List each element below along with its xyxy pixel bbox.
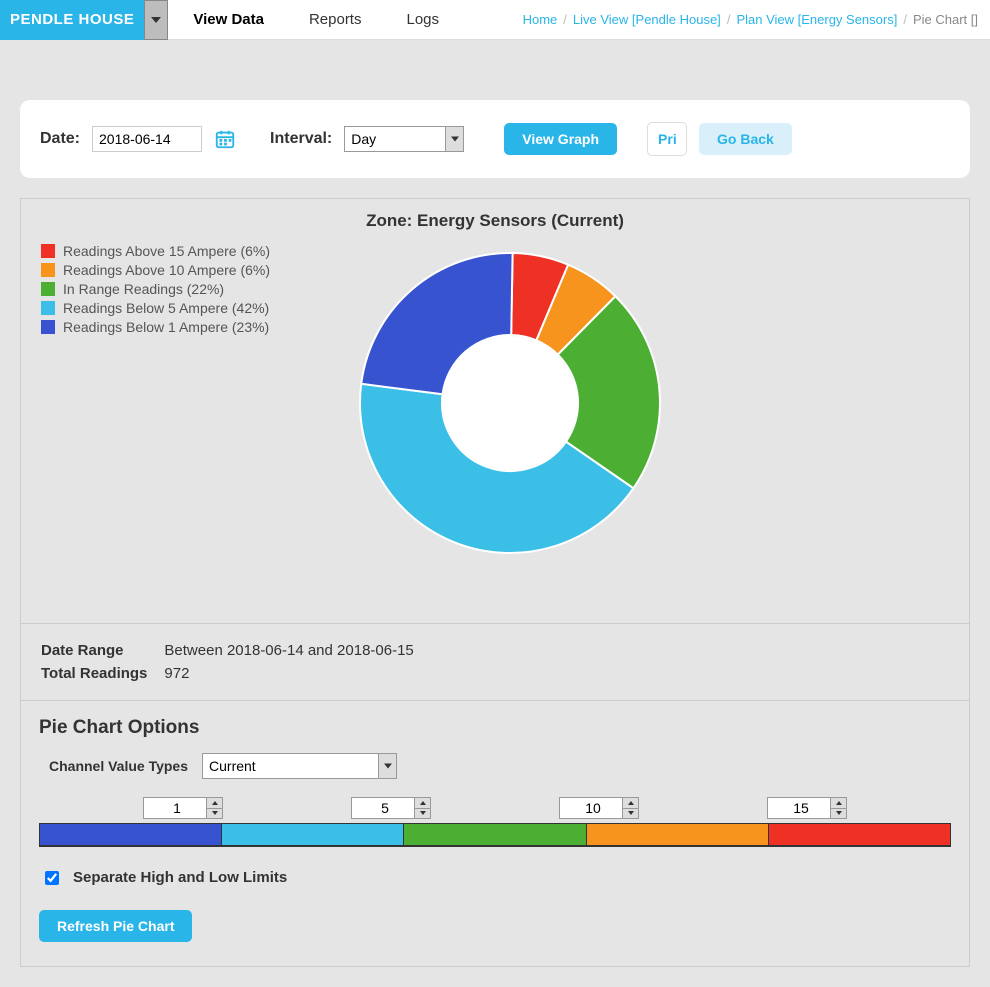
separate-limits-label: Separate High and Low Limits [73,869,287,886]
breadcrumb-current: Pie Chart [] [913,12,978,27]
zone-title: Zone: Energy Sensors (Current) [21,199,969,243]
options-block: Pie Chart Options Channel Value Types Cu… [20,701,970,967]
legend-label: Readings Below 5 Ampere (42%) [63,300,269,316]
color-bar-segment [40,824,222,845]
interval-select[interactable]: Day [344,126,464,152]
legend-item: Readings Above 15 Ampere (6%) [41,243,270,259]
nav-reports[interactable]: Reports [309,11,362,28]
total-readings-value: 972 [164,663,428,684]
nav-logs[interactable]: Logs [406,11,439,28]
legend-label: In Range Readings (22%) [63,281,224,297]
date-label: Date: [40,130,80,148]
legend-label: Readings Above 15 Ampere (6%) [63,243,270,259]
date-range-value: Between 2018-06-14 and 2018-06-15 [164,640,428,661]
threshold-spinner[interactable] [143,797,223,819]
info-block: Date Range Between 2018-06-14 and 2018-0… [20,624,970,701]
options-title: Pie Chart Options [39,717,951,739]
donut-chart [270,243,749,603]
channel-select[interactable]: Current [202,753,397,779]
legend-swatch [41,320,55,334]
legend-swatch [41,301,55,315]
color-bar-segment [222,824,404,845]
legend-item: Readings Above 10 Ampere (6%) [41,262,270,278]
legend-item: Readings Below 5 Ampere (42%) [41,300,270,316]
breadcrumb: Home / Live View [Pendle House] / Plan V… [523,12,978,27]
legend-swatch [41,244,55,258]
legend-swatch [41,263,55,277]
print-button[interactable]: Pri [647,122,687,156]
legend-label: Readings Below 1 Ampere (23%) [63,319,269,335]
interval-label: Interval: [270,130,332,148]
color-bar-segment [404,824,586,845]
legend-label: Readings Above 10 Ampere (6%) [63,262,270,278]
house-selector[interactable]: PENDLE HOUSE [0,0,168,40]
threshold-row [39,797,951,819]
channel-label: Channel Value Types [49,758,188,774]
breadcrumb-plan-view[interactable]: Plan View [Energy Sensors] [736,12,897,27]
total-readings-label: Total Readings [41,663,162,684]
breadcrumb-live-view[interactable]: Live View [Pendle House] [573,12,721,27]
chart-panel: Zone: Energy Sensors (Current) Readings … [20,198,970,624]
go-back-button[interactable]: Go Back [699,123,792,155]
interval-select-wrap: Day [344,126,464,152]
main-nav: View Data Reports Logs [193,11,439,28]
threshold-spinner[interactable] [351,797,431,819]
threshold-color-bar [39,823,951,847]
breadcrumb-home[interactable]: Home [523,12,558,27]
calendar-icon[interactable] [214,128,236,150]
controls-card: Date: Interval: Day View Graph Pri Go Ba… [20,100,970,178]
legend-swatch [41,282,55,296]
house-selector-label: PENDLE HOUSE [10,11,134,28]
color-bar-segment [769,824,950,845]
legend-item: Readings Below 1 Ampere (23%) [41,319,270,335]
threshold-spinner[interactable] [767,797,847,819]
separate-limits-checkbox[interactable] [45,871,59,885]
date-input[interactable] [92,126,202,152]
nav-view-data[interactable]: View Data [193,11,264,28]
date-range-label: Date Range [41,640,162,661]
view-graph-button[interactable]: View Graph [504,123,617,155]
color-bar-segment [587,824,769,845]
legend-item: In Range Readings (22%) [41,281,270,297]
chevron-down-icon [144,0,168,40]
topbar: PENDLE HOUSE View Data Reports Logs Home… [0,0,990,40]
threshold-spinner[interactable] [559,797,639,819]
refresh-pie-chart-button[interactable]: Refresh Pie Chart [39,910,192,942]
chart-legend: Readings Above 15 Ampere (6%) Readings Ab… [41,243,270,603]
